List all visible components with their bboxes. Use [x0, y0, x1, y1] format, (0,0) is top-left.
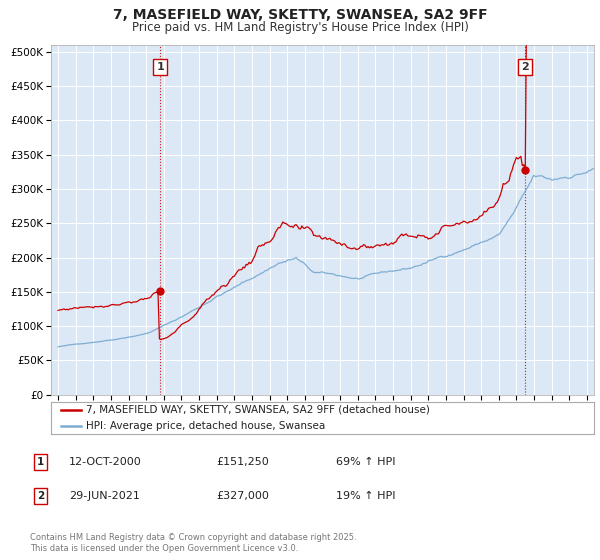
Text: 7, MASEFIELD WAY, SKETTY, SWANSEA, SA2 9FF: 7, MASEFIELD WAY, SKETTY, SWANSEA, SA2 9… [113, 8, 487, 22]
Text: 2: 2 [521, 62, 529, 72]
Text: 1: 1 [37, 457, 44, 467]
Text: 69% ↑ HPI: 69% ↑ HPI [336, 457, 395, 467]
Text: 7, MASEFIELD WAY, SKETTY, SWANSEA, SA2 9FF (detached house): 7, MASEFIELD WAY, SKETTY, SWANSEA, SA2 9… [86, 405, 430, 414]
Text: 29-JUN-2021: 29-JUN-2021 [69, 491, 140, 501]
Text: HPI: Average price, detached house, Swansea: HPI: Average price, detached house, Swan… [86, 421, 326, 431]
Text: Price paid vs. HM Land Registry's House Price Index (HPI): Price paid vs. HM Land Registry's House … [131, 21, 469, 34]
Text: 1: 1 [156, 62, 164, 72]
Text: £151,250: £151,250 [216, 457, 269, 467]
Text: Contains HM Land Registry data © Crown copyright and database right 2025.
This d: Contains HM Land Registry data © Crown c… [30, 533, 356, 553]
Text: 19% ↑ HPI: 19% ↑ HPI [336, 491, 395, 501]
Text: 2: 2 [37, 491, 44, 501]
Text: 12-OCT-2000: 12-OCT-2000 [69, 457, 142, 467]
Text: £327,000: £327,000 [216, 491, 269, 501]
